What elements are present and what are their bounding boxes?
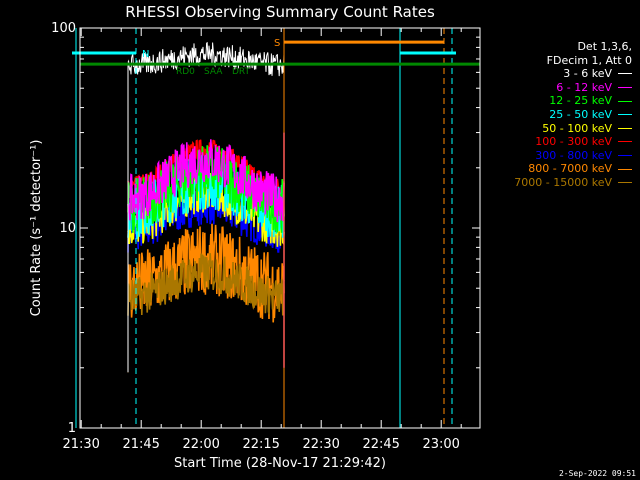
legend-swatch: [618, 182, 632, 184]
legend-item: 25 - 50 keV: [462, 108, 632, 122]
legend-item: 3 - 6 keV: [462, 67, 632, 81]
legend-label: 800 - 7000 keV: [528, 162, 612, 176]
legend-header-detectors: Det 1,3,6,: [577, 40, 632, 53]
series-line: [127, 139, 285, 223]
legend-swatch: [618, 100, 632, 102]
x-tick-label: 22:45: [362, 437, 399, 452]
legend-label: 100 - 300 keV: [535, 135, 612, 149]
x-tick-label: 22:15: [242, 437, 279, 452]
saa-label: S: [274, 38, 280, 49]
legend-swatch: [618, 168, 632, 170]
legend-label: 7000 - 15000 keV: [514, 175, 612, 189]
legend-item: 7000 - 15000 keV: [462, 176, 632, 190]
y-tick-label: 1: [68, 421, 76, 436]
legend: Det 1,3,6, FDecim 1, Att 0 3 - 6 keV 6 - …: [462, 40, 632, 190]
series-line: [127, 41, 285, 77]
legend-swatch: [618, 73, 632, 75]
legend-label: 6 - 12 keV: [556, 80, 612, 94]
legend-item: 12 - 25 keV: [462, 94, 632, 108]
x-tick-label: 22:30: [302, 437, 339, 452]
legend-swatch: [618, 127, 632, 129]
legend-swatch: [618, 155, 632, 157]
x-tick-label: 21:30: [62, 437, 99, 452]
flag-label: DRT: [232, 67, 251, 77]
annotation-layer: N S RD0 SAA DRT: [72, 28, 480, 428]
legend-label: 3 - 6 keV: [563, 67, 612, 81]
legend-header-decimation: FDecim 1, Att 0: [546, 53, 632, 67]
flag-label: RD0: [176, 67, 195, 77]
x-tick-label: 22:00: [182, 437, 219, 452]
legend-label: 50 - 100 keV: [542, 121, 612, 135]
legend-item: 6 - 12 keV: [462, 81, 632, 95]
legend-swatch: [618, 87, 632, 89]
legend-label: 300 - 800 keV: [535, 148, 612, 162]
flag-label: SAA: [204, 67, 223, 77]
y-tick-label: 100: [51, 21, 76, 36]
date-stamp: 2-Sep-2022 09:51: [558, 469, 636, 478]
legend-swatch: [618, 114, 632, 116]
night-label: N: [142, 49, 149, 60]
series-layer: [127, 41, 285, 373]
x-axis-label: Start Time (28-Nov-17 21:29:42): [174, 456, 386, 471]
y-tick-label: 10: [59, 221, 76, 236]
axis-layer: 21:30 21:45 22:00 22:15 22:30 22:45 23:00 1 10 10…: [51, 21, 481, 452]
x-tick-label: 23:00: [422, 437, 459, 452]
y-axis-label: Count Rate (s⁻¹ detector⁻¹): [29, 140, 44, 317]
legend-label: 25 - 50 keV: [549, 107, 612, 121]
legend-item: 100 - 300 keV: [462, 135, 632, 149]
legend-item: 300 - 800 keV: [462, 149, 632, 163]
chart-title: RHESSI Observing Summary Count Rates: [125, 3, 435, 21]
legend-label: 12 - 25 keV: [549, 94, 612, 108]
series-line: [127, 253, 285, 316]
legend-item: 50 - 100 keV: [462, 122, 632, 136]
legend-item: 800 - 7000 keV: [462, 162, 632, 176]
legend-swatch: [618, 141, 632, 143]
legend-entries: 3 - 6 keV 6 - 12 keV 12 - 25 keV 25 - 50 ke…: [462, 67, 632, 189]
x-tick-label: 21:45: [122, 437, 159, 452]
